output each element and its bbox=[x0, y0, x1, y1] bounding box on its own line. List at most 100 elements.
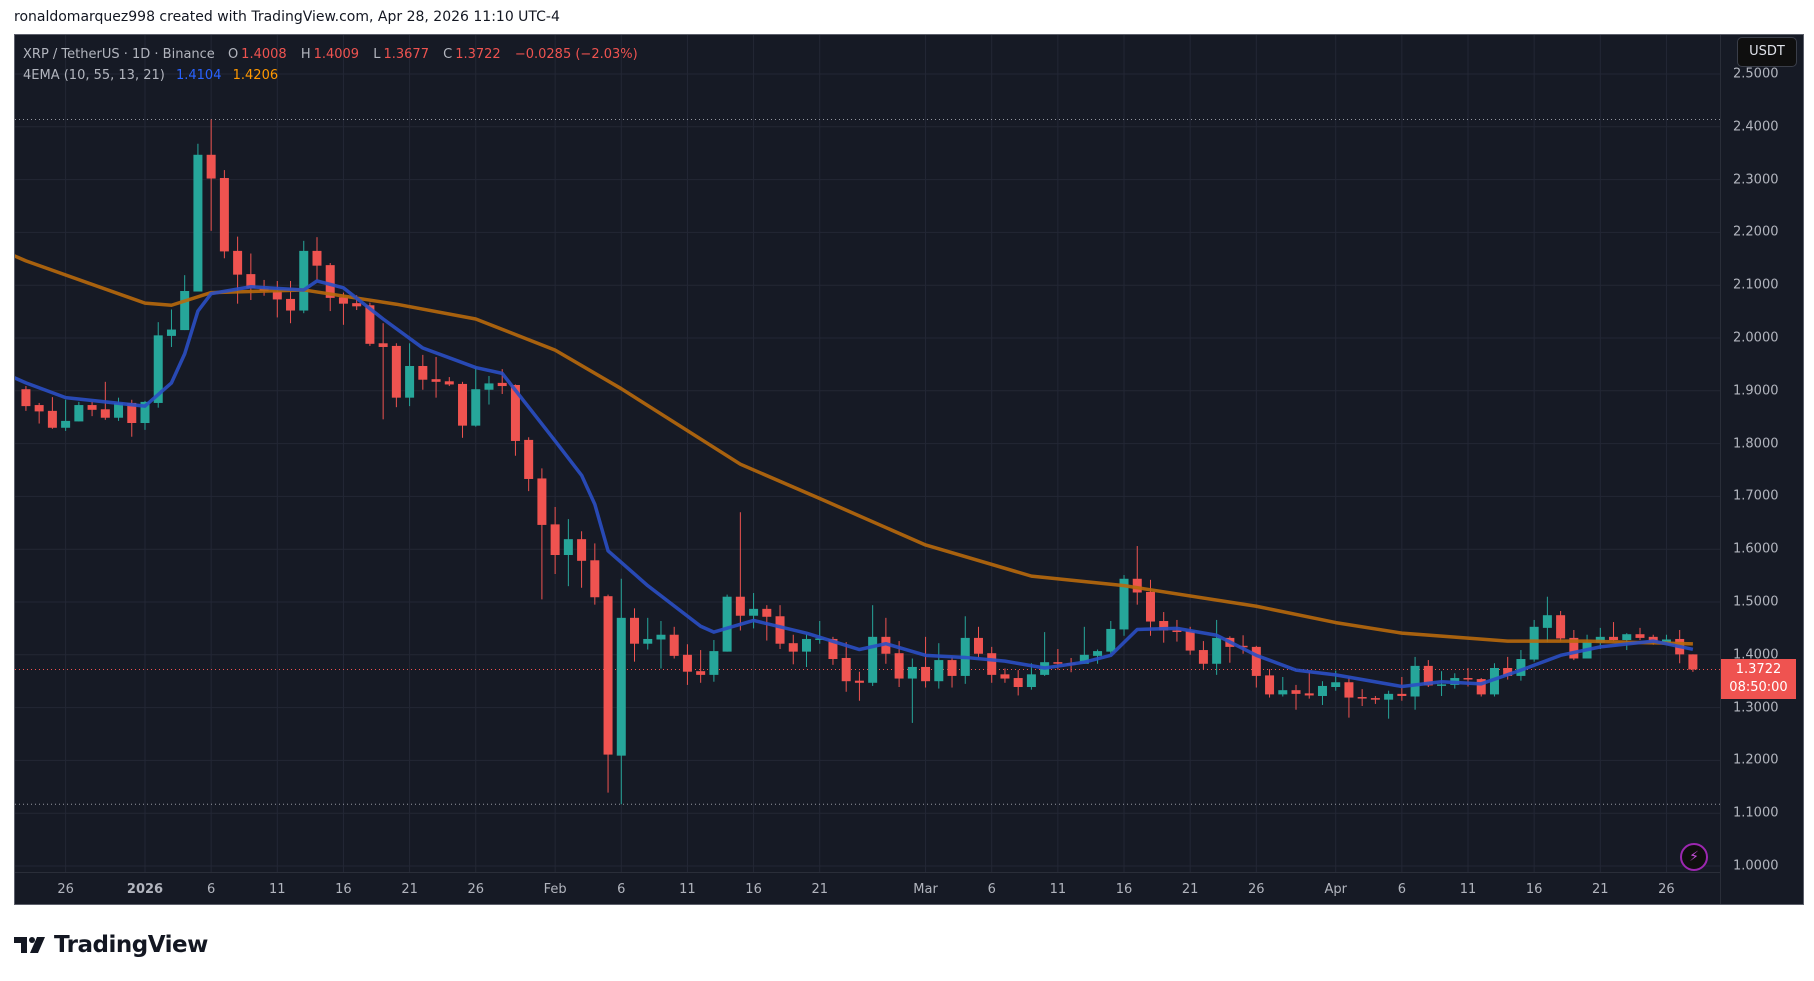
candle bbox=[219, 170, 229, 259]
time-axis[interactable]: 26 2026 6 11 16 21 26 Feb 6 11 16 21 Mar 6 11 16 21 26 Apr… bbox=[15, 872, 1720, 904]
candle bbox=[749, 593, 759, 629]
time-tick-label: 16 bbox=[745, 882, 762, 897]
grid-lines bbox=[15, 35, 1720, 872]
candle bbox=[590, 543, 600, 605]
candle-body bbox=[61, 420, 71, 428]
candle bbox=[1291, 684, 1301, 710]
candle bbox=[1397, 676, 1407, 701]
time-tick-label: 11 bbox=[269, 882, 286, 897]
candle bbox=[114, 397, 124, 421]
time-tick-label: 16 bbox=[335, 882, 352, 897]
indicator-row: 4EMA (10, 55, 13, 21) 1.4104 1.4206 bbox=[23, 65, 641, 86]
time-tick-label: 6 bbox=[1397, 882, 1406, 897]
candle-body bbox=[1569, 637, 1579, 659]
reference-lines bbox=[15, 118, 1720, 805]
candle bbox=[1635, 627, 1645, 641]
price-tick-label: 2.3000 bbox=[1733, 172, 1779, 188]
indicator-title[interactable]: 4EMA (10, 55, 13, 21) bbox=[23, 68, 165, 83]
candle-body bbox=[1278, 690, 1288, 695]
candle-body bbox=[630, 617, 640, 644]
time-tick-label: 6 bbox=[617, 882, 626, 897]
candle-body bbox=[1265, 675, 1275, 695]
candle bbox=[1172, 619, 1182, 642]
candle-body bbox=[299, 250, 309, 311]
candle bbox=[550, 506, 560, 575]
bar-countdown: 08:50:00 bbox=[1729, 680, 1788, 695]
candle-body bbox=[21, 389, 31, 407]
candle bbox=[47, 397, 57, 429]
candle-body bbox=[325, 265, 335, 298]
candle-body bbox=[1357, 697, 1367, 699]
price-axis[interactable]: 1.0000 1.1000 1.2000 1.3000 1.4000 1.5000 1.60… bbox=[1720, 35, 1803, 904]
candle bbox=[338, 292, 348, 325]
candle-body bbox=[1516, 659, 1526, 676]
symbol-title[interactable]: XRP / TetherUS · 1D · Binance bbox=[23, 47, 215, 62]
candle bbox=[1317, 681, 1327, 705]
candle-body bbox=[312, 250, 322, 266]
candle bbox=[921, 636, 931, 688]
candle-body bbox=[524, 439, 534, 479]
candle bbox=[1304, 671, 1314, 699]
candle-body bbox=[1132, 578, 1142, 593]
candle bbox=[524, 437, 534, 492]
candle bbox=[21, 386, 31, 411]
candle-body bbox=[1423, 665, 1433, 686]
candle-body bbox=[1635, 634, 1645, 638]
candle-body bbox=[1542, 615, 1552, 628]
candle-body bbox=[497, 382, 507, 387]
candle-body bbox=[603, 596, 613, 755]
candle-body bbox=[563, 539, 573, 556]
candle-body bbox=[1198, 650, 1208, 664]
time-tick-label: Mar bbox=[913, 882, 938, 897]
time-tick-label: 16 bbox=[1115, 882, 1133, 897]
time-tick-label: 26 bbox=[1248, 882, 1265, 897]
candle-body bbox=[87, 405, 97, 410]
candle-body bbox=[1622, 634, 1632, 641]
candle bbox=[484, 376, 494, 405]
price-plot[interactable] bbox=[15, 35, 1720, 872]
ema-slow-line bbox=[15, 254, 1693, 646]
candle-body bbox=[1370, 698, 1380, 700]
candle-body bbox=[1159, 621, 1169, 631]
candle bbox=[947, 656, 957, 688]
candle bbox=[841, 642, 851, 692]
tradingview-logo: TradingView bbox=[14, 932, 208, 958]
candle-body bbox=[458, 383, 468, 426]
candle-body bbox=[431, 379, 441, 382]
time-tick-label: 11 bbox=[1459, 882, 1477, 897]
price-tick-label: 2.1000 bbox=[1733, 277, 1779, 293]
time-tick-label: 21 bbox=[1592, 882, 1609, 897]
candle-body bbox=[100, 409, 110, 418]
candle-body bbox=[246, 274, 256, 289]
candle-body bbox=[272, 291, 282, 300]
candle bbox=[1013, 670, 1023, 696]
candle-body bbox=[921, 666, 931, 682]
candle-body bbox=[1212, 637, 1222, 664]
candle-body bbox=[1437, 684, 1447, 686]
candle-body bbox=[1489, 668, 1499, 695]
price-tick-label: 1.4000 bbox=[1733, 647, 1779, 663]
candle bbox=[1357, 689, 1367, 707]
candle-body bbox=[749, 608, 759, 616]
candle bbox=[325, 263, 335, 312]
candle bbox=[431, 357, 441, 398]
time-tick-label: 21 bbox=[1181, 882, 1199, 897]
candle-body bbox=[153, 335, 163, 403]
candle-body bbox=[762, 608, 772, 617]
candle-body bbox=[127, 402, 137, 424]
low-label: L bbox=[373, 47, 381, 62]
candle bbox=[1688, 654, 1698, 672]
currency-unit-button[interactable]: USDT bbox=[1737, 37, 1797, 67]
candle-body bbox=[1251, 646, 1261, 676]
candle bbox=[577, 531, 587, 588]
candle bbox=[630, 608, 640, 662]
candle-body bbox=[1079, 654, 1089, 664]
close-value: 1.3722 bbox=[455, 47, 501, 62]
candle bbox=[1344, 676, 1354, 718]
candles bbox=[21, 119, 1698, 805]
candle-body bbox=[1344, 682, 1354, 698]
candle-body bbox=[206, 154, 216, 179]
candle bbox=[1079, 626, 1089, 664]
lightning-bolt-icon[interactable]: ⚡ bbox=[1680, 843, 1708, 871]
